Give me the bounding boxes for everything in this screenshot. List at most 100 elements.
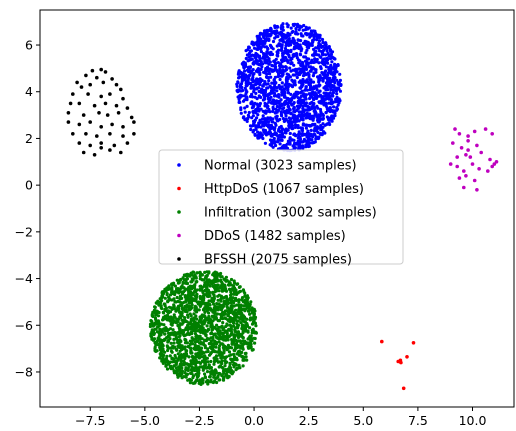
point (259, 50, 263, 54)
point (270, 63, 274, 68)
point (298, 91, 302, 95)
point (203, 302, 207, 306)
point (312, 60, 316, 64)
point (174, 366, 178, 370)
point (215, 380, 219, 385)
point (213, 339, 217, 343)
point (278, 42, 282, 46)
point (151, 328, 155, 332)
point (266, 109, 270, 113)
point (194, 280, 198, 284)
point (121, 134, 125, 138)
point (103, 101, 108, 106)
y-tick-label: 6 (25, 38, 33, 53)
point (319, 94, 323, 98)
point (201, 320, 205, 324)
point (154, 313, 158, 317)
point (274, 107, 278, 111)
point (479, 150, 484, 155)
point (222, 334, 226, 338)
point (247, 46, 251, 50)
point (325, 122, 329, 126)
point (308, 69, 312, 73)
point (248, 317, 253, 322)
point (267, 69, 271, 73)
legend-label: Normal (3023 samples) (204, 159, 357, 174)
point (193, 294, 197, 298)
point (242, 75, 246, 79)
point (328, 68, 332, 72)
point (88, 143, 92, 148)
point (303, 59, 308, 63)
point (176, 331, 180, 335)
legend-label: BFSSH (2075 samples) (204, 253, 352, 268)
point (336, 98, 340, 102)
point (173, 292, 177, 297)
point (466, 134, 470, 138)
point (288, 66, 292, 70)
point (228, 287, 232, 291)
point (110, 77, 114, 81)
point (286, 85, 290, 89)
point (232, 365, 236, 369)
point (168, 327, 173, 331)
point (207, 342, 211, 346)
point (227, 350, 232, 354)
point (224, 275, 228, 279)
point (171, 328, 175, 332)
point (219, 342, 223, 346)
point (183, 316, 187, 320)
point (234, 342, 238, 347)
point (160, 290, 164, 294)
point (272, 85, 276, 90)
point (161, 344, 165, 348)
point (245, 68, 250, 72)
point (172, 313, 176, 317)
point (77, 101, 82, 106)
point (192, 361, 196, 365)
point (229, 328, 233, 332)
point (294, 69, 298, 73)
point (262, 93, 266, 97)
point (287, 104, 291, 109)
point (293, 116, 297, 120)
point (208, 306, 212, 310)
point (192, 325, 196, 329)
y-tick-label: −8 (15, 364, 33, 379)
point (172, 297, 176, 301)
point (203, 306, 207, 310)
point (284, 118, 288, 122)
point (250, 328, 254, 333)
point (188, 339, 192, 343)
point (256, 135, 260, 139)
point (189, 306, 193, 310)
point (223, 359, 227, 363)
point (168, 354, 172, 358)
point (192, 312, 196, 316)
point (266, 47, 270, 51)
point (229, 290, 233, 294)
point (158, 345, 162, 350)
point (313, 31, 317, 35)
point (214, 354, 219, 358)
point (254, 324, 258, 328)
point (191, 381, 195, 385)
point (306, 71, 310, 75)
point (236, 319, 240, 323)
point (310, 43, 314, 48)
point (239, 317, 243, 321)
point (153, 321, 157, 325)
point (490, 164, 495, 169)
point (286, 49, 290, 53)
point (206, 365, 210, 369)
point (237, 70, 241, 74)
point (246, 113, 250, 117)
point (226, 338, 230, 342)
point (316, 130, 320, 135)
point (306, 46, 311, 50)
point (319, 124, 323, 128)
point (162, 353, 166, 357)
point (329, 98, 333, 102)
point (209, 352, 213, 356)
